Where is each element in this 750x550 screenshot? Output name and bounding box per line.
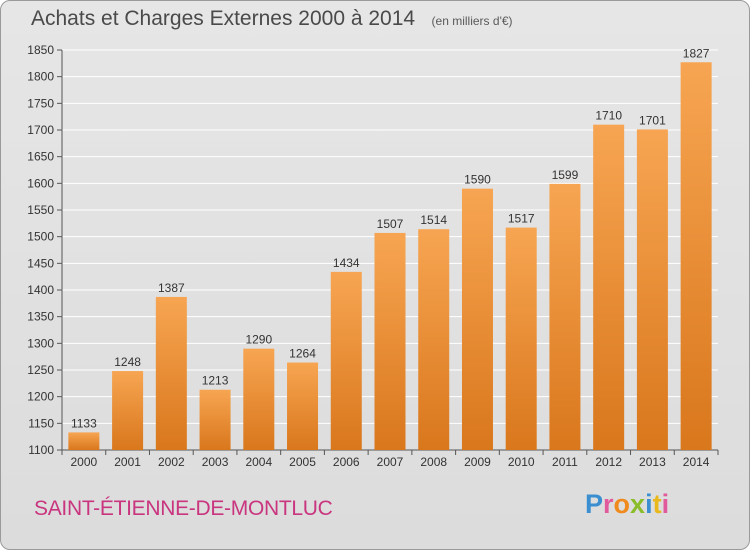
bar: [68, 432, 100, 450]
data-label: 1290: [245, 333, 272, 347]
y-tick-label: 1350: [27, 310, 54, 324]
bar: [287, 362, 319, 450]
x-tick-label: 2006: [333, 455, 360, 469]
bar: [680, 62, 712, 451]
y-tick-label: 1200: [27, 390, 54, 404]
y-tick-label: 1650: [27, 150, 54, 164]
data-label: 1827: [683, 46, 710, 60]
x-tick-label: 2007: [377, 455, 404, 469]
y-tick-label: 1150: [28, 416, 54, 430]
bar: [593, 124, 625, 451]
x-tick-label: 2009: [464, 455, 491, 469]
bar: [505, 227, 537, 450]
proxiti-logo: Proxiti: [585, 489, 669, 520]
data-label: 1434: [333, 256, 360, 270]
x-tick-label: 2002: [158, 455, 185, 469]
x-tick-label: 2014: [683, 455, 710, 469]
x-tick-label: 2013: [639, 455, 666, 469]
logo-letter: r: [603, 489, 614, 519]
x-tick-label: 2004: [245, 455, 272, 469]
axis-layer: 1100 1150 1200 1250 1300 1350 1400 1450 1500 1550…: [27, 43, 719, 469]
data-label: 1248: [114, 355, 141, 369]
y-tick-label: 1600: [27, 176, 54, 190]
bar: [549, 183, 581, 450]
data-label: 1514: [420, 213, 447, 227]
y-tick-label: 1450: [27, 256, 54, 270]
x-tick-label: 2008: [420, 455, 447, 469]
y-tick-label: 1750: [27, 96, 54, 110]
bar: [112, 371, 144, 450]
logo-letter: i: [645, 489, 653, 519]
x-tick-label: 2011: [552, 455, 578, 469]
place-name: SAINT-ÉTIENNE-DE-MONTLUC: [34, 497, 333, 520]
bar: [199, 389, 231, 450]
x-tick-label: 2000: [71, 455, 98, 469]
data-label: 1133: [71, 416, 97, 430]
data-label: 1599: [552, 168, 579, 182]
title-row: Achats et Charges Externes 2000 à 2014 (…: [31, 7, 513, 31]
y-tick-label: 1700: [27, 123, 54, 137]
y-tick-label: 1250: [27, 363, 54, 377]
label-layer: 1133 1248 1387 1213 1290 1264 1434 1507 1514 1590…: [71, 46, 710, 430]
data-label: 1590: [464, 173, 491, 187]
x-tick-label: 2003: [202, 455, 229, 469]
data-label: 1710: [595, 109, 622, 123]
logo-letter: t: [652, 489, 662, 519]
logo-letter: i: [661, 489, 670, 519]
y-tick-label: 1550: [27, 203, 54, 217]
logo-letter: o: [613, 489, 631, 519]
bar: [243, 348, 275, 450]
data-label: 1213: [202, 374, 229, 388]
data-label: 1264: [289, 347, 316, 361]
bar: [374, 232, 406, 450]
y-tick-label: 1400: [27, 283, 54, 297]
bar: [330, 271, 362, 450]
x-tick-label: 2010: [508, 455, 535, 469]
data-label: 1701: [639, 113, 666, 127]
logo-letter: x: [630, 489, 646, 519]
y-tick-label: 1850: [27, 43, 54, 57]
chart-title: Achats et Charges Externes 2000 à 2014: [31, 7, 416, 30]
data-label: 1507: [377, 217, 404, 231]
bar: [155, 296, 187, 450]
logo-letter: P: [585, 489, 604, 519]
data-label: 1517: [508, 212, 535, 226]
y-tick-label: 1500: [27, 230, 54, 244]
bar: [636, 129, 668, 450]
bar: [418, 229, 450, 450]
data-label: 1387: [158, 281, 185, 295]
bar: [461, 188, 493, 450]
x-tick-label: 2001: [114, 455, 141, 469]
y-tick-label: 1100: [28, 443, 54, 457]
y-tick-label: 1300: [27, 336, 54, 350]
chart-unit: (en milliers d'€): [431, 14, 513, 28]
x-tick-label: 2012: [595, 455, 622, 469]
y-tick-label: 1800: [27, 70, 54, 84]
bar-layer: [68, 62, 712, 451]
x-tick-label: 2005: [289, 455, 316, 469]
